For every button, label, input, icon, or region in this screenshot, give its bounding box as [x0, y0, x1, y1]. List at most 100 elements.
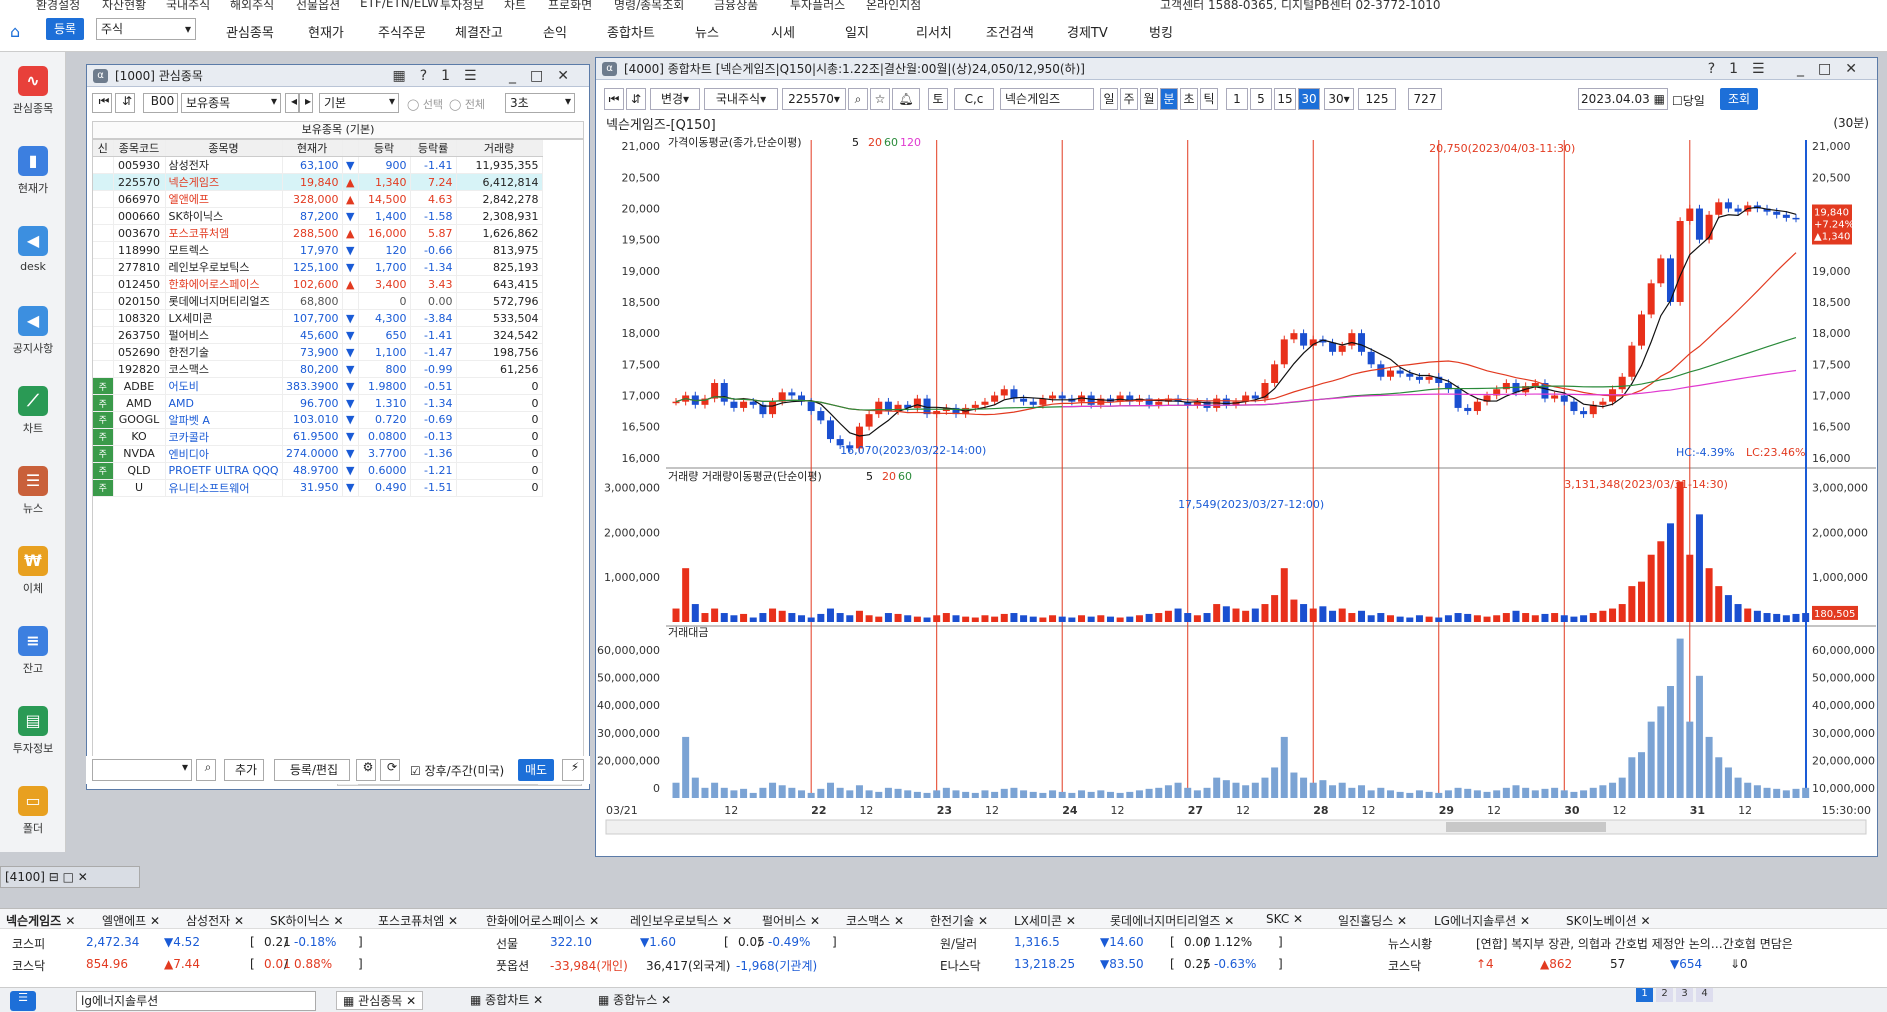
interval-select[interactable]: 3초 ▾ — [505, 93, 575, 113]
prev-group-button[interactable]: ◂ — [285, 93, 299, 113]
sidebar-item[interactable]: ∿ 관심종목 — [0, 52, 66, 132]
add-button[interactable]: 추가 — [224, 759, 264, 781]
sidebar-item[interactable]: ◀ 공지사항 — [0, 292, 66, 372]
period-button[interactable]: 틱 — [1200, 88, 1218, 110]
stock-tab[interactable]: 펄어비스 ✕ — [762, 914, 821, 928]
window-tab[interactable]: ▦ 관심종목 ✕ — [336, 991, 424, 1010]
stock-tab[interactable]: SK하이닉스 ✕ — [270, 914, 344, 928]
register-button[interactable]: 등록 — [46, 18, 84, 40]
period-button[interactable]: 월 — [1140, 88, 1158, 110]
stock-name-field[interactable]: 넥슨게임즈 — [1000, 88, 1094, 110]
sidebar-item[interactable]: ≡ 잔고 — [0, 612, 66, 692]
stock-search-select[interactable]: ▾ — [92, 759, 192, 781]
stock-tab[interactable]: SKC ✕ — [1266, 912, 1304, 926]
sidebar-item[interactable]: ▮ 현재가 — [0, 132, 66, 212]
stock-tab[interactable]: 롯데에너지머티리얼즈 ✕ — [1110, 914, 1235, 928]
table-row[interactable]: 263750 펄어비스 45,600 ▼ 650 -1.41 324,542 — [93, 326, 543, 345]
window-4100-bar[interactable]: [4100] ⊟ □ ✕ — [0, 866, 140, 888]
toolbar-item[interactable]: 관심종목 — [226, 26, 274, 41]
window-tab[interactable]: ▦ 종합뉴스 ✕ — [598, 993, 672, 1007]
toolbar-item[interactable]: 주식주문 — [378, 26, 426, 41]
top-menu-item[interactable]: 국내주식 — [166, 0, 211, 10]
home-icon[interactable]: ⌂ — [10, 22, 21, 41]
stock-tab[interactable]: 포스코퓨처엠 ✕ — [378, 914, 459, 928]
change-select[interactable]: 변경▾ — [650, 88, 700, 110]
top-menu-item[interactable]: 고객센터 1588-0365, 디지털PB센터 02-3772-1010 — [1160, 0, 1441, 10]
period-button[interactable]: 일 — [1100, 88, 1118, 110]
page-button[interactable]: 1 — [1636, 988, 1653, 1002]
chart-canvas[interactable]: 21,00021,00020,50020,50020,00020,00019,5… — [596, 130, 1877, 840]
query-button[interactable]: 조회 — [1720, 88, 1758, 110]
lightning-icon[interactable]: ⚡ — [562, 759, 584, 781]
window-controls[interactable]: ▦?1☰ _□✕ — [392, 68, 583, 84]
toolbar-item[interactable]: 손익 — [543, 26, 567, 41]
select-radio[interactable]: ◯ 선택 — [407, 98, 444, 111]
top-menu-item[interactable]: 투자플러스 — [790, 0, 846, 10]
bell-icon[interactable]: 🔔︎ — [892, 88, 920, 110]
stock-tab[interactable]: LX세미콘 ✕ — [1014, 914, 1076, 928]
menu-icon[interactable]: ☰ — [10, 991, 36, 1011]
table-row[interactable]: 003670 포스코퓨처엠 288,500 ▲ 16,000 5.87 1,626,862 — [93, 224, 543, 243]
toolbar-item[interactable]: 조건검색 — [986, 26, 1034, 41]
count-field[interactable]: 125 — [1358, 88, 1396, 110]
table-row[interactable]: 주 QLD PROETF ULTRA QQQ 48.9700 ▼ 0.6000 -1.21 0 — [93, 462, 543, 480]
window-tab[interactable]: ▦ 종합차트 ✕ — [470, 993, 544, 1007]
top-menu-item[interactable]: 환경설정 — [36, 0, 81, 10]
first-button[interactable]: ⏮ — [604, 88, 624, 110]
refresh-icon[interactable]: ⟳ — [380, 759, 400, 781]
table-row[interactable]: 020150 롯데에너지머티리얼즈 68,800 0 0.00 572,796 — [93, 292, 543, 311]
stock-tab[interactable]: LG에너지솔루션 ✕ — [1434, 914, 1531, 928]
table-row[interactable]: 066970 엘앤에프 328,000 ▲ 14,500 4.63 2,842,278 — [93, 190, 543, 209]
next-group-button[interactable]: ▸ — [299, 93, 313, 113]
sidebar-item[interactable]: ₩ 이체 — [0, 532, 66, 612]
star-icon[interactable]: ☆ — [870, 88, 890, 110]
edit-button[interactable]: 등록/편집 — [274, 759, 350, 781]
top-menu-item[interactable]: 자산현황 — [102, 0, 147, 10]
chart-scroll-thumb[interactable] — [1446, 822, 1606, 832]
view-select[interactable]: 기본 ▾ — [319, 93, 399, 113]
table-row[interactable]: 주 U 유니티소프트웨어 31.950 ▼ 0.490 -1.51 0 — [93, 479, 543, 497]
minute-button[interactable]: 30 — [1298, 88, 1320, 110]
earth-button[interactable]: 토 — [928, 88, 948, 110]
period-button[interactable]: 초 — [1180, 88, 1198, 110]
taskbar-search-input[interactable]: lg에너지솔루션 — [76, 991, 316, 1011]
table-row[interactable]: 005930 삼성전자 63,100 ▼ 900 -1.41 11,935,355 — [93, 156, 543, 175]
sort-button[interactable]: ⇵ — [626, 88, 646, 110]
toolbar-item[interactable]: 리서치 — [916, 26, 952, 41]
page-button[interactable]: 3 — [1676, 988, 1693, 1002]
group-select[interactable]: 보유종목 ▾ — [181, 93, 281, 113]
table-row[interactable]: 주 NVDA 엔비디아 274.0000 ▼ 3.7700 -1.36 0 — [93, 445, 543, 463]
table-row[interactable]: 052690 한전기술 73,900 ▼ 1,100 -1.47 198,756 — [93, 343, 543, 362]
table-row[interactable]: 000660 SK하이닉스 87,200 ▼ 1,400 -1.58 2,308,931 — [93, 207, 543, 226]
stock-tab[interactable]: 일진홀딩스 ✕ — [1338, 914, 1408, 928]
toolbar-item[interactable]: 뉴스 — [695, 26, 719, 41]
toolbar-item[interactable]: 경제TV — [1067, 26, 1108, 41]
top-menu-item[interactable]: 차트 — [504, 0, 527, 10]
sidebar-item[interactable]: ◀ desk — [0, 212, 66, 292]
sidebar-item[interactable]: ▭ 폴더 — [0, 772, 66, 852]
group-code-field[interactable]: B00 — [143, 93, 178, 113]
all-radio[interactable]: ◯ 전체 — [449, 98, 486, 111]
stock-tab[interactable]: 넥슨게임즈 ✕ — [6, 914, 76, 928]
sell-button[interactable]: 매도 — [518, 759, 554, 781]
stock-tab[interactable]: 코스맥스 ✕ — [846, 914, 905, 928]
top-menu-item[interactable]: ETF/ETN/ELW — [360, 0, 439, 10]
page-button[interactable]: 4 — [1696, 988, 1713, 1002]
top-menu-item[interactable]: 온라인지점 — [866, 0, 922, 10]
toolbar-item[interactable]: 종합차트 — [607, 26, 655, 41]
minute-select[interactable]: 30▾ — [1324, 88, 1354, 110]
table-row[interactable]: 225570 넥슨게임즈 19,840 ▲ 1,340 7.24 6,412,814 — [93, 173, 543, 192]
sidebar-item[interactable]: ▤ 투자정보 — [0, 692, 66, 772]
top-menu-item[interactable]: 선물옵션 — [296, 0, 341, 10]
toolbar-item[interactable]: 현재가 — [308, 26, 344, 41]
sort-button[interactable]: ⇵ — [115, 93, 135, 113]
table-row[interactable]: 주 AMD AMD 96.700 ▼ 1.310 -1.34 0 — [93, 394, 543, 412]
market-select[interactable]: 국내주식▾ — [704, 88, 778, 110]
stock-tab[interactable]: 엘앤에프 ✕ — [102, 914, 161, 928]
minute-button[interactable]: 5 — [1250, 88, 1272, 110]
period-button[interactable]: 주 — [1120, 88, 1138, 110]
chart-scrollbar[interactable] — [605, 819, 1867, 835]
period-button[interactable]: 분 — [1160, 88, 1178, 110]
window-controls[interactable]: ?1☰ _□✕ — [1707, 61, 1871, 77]
stock-tab[interactable]: 레인보우로보틱스 ✕ — [630, 914, 733, 928]
